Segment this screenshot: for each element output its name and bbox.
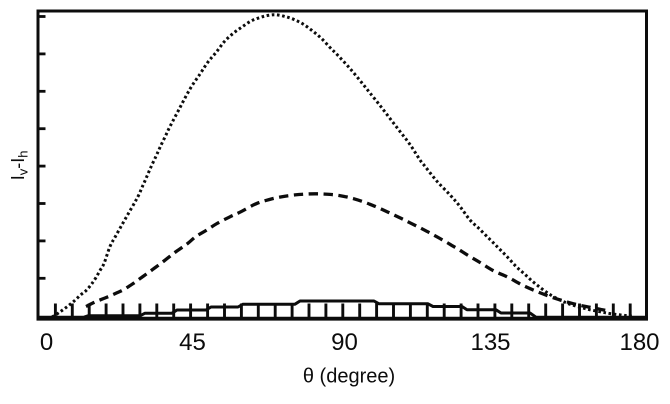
svg-text:θ (degree): θ (degree) (303, 366, 395, 388)
svg-text:0: 0 (40, 329, 53, 356)
svg-text:180: 180 (619, 329, 659, 356)
svg-text:45: 45 (179, 329, 206, 356)
svg-text:135: 135 (470, 329, 510, 356)
svg-text:90: 90 (331, 329, 358, 356)
